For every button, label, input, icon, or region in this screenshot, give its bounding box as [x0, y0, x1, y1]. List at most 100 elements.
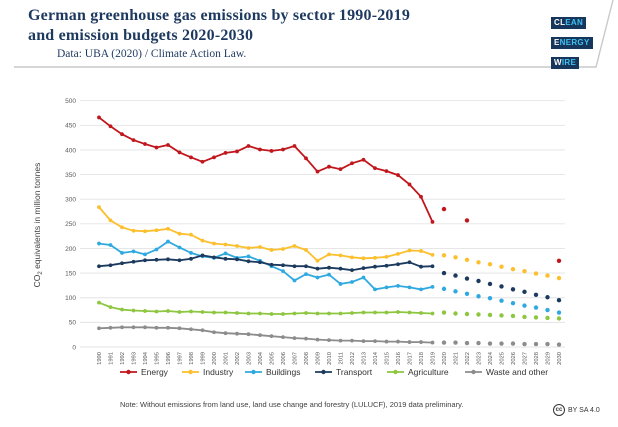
data-point: [269, 248, 274, 252]
data-point: [108, 263, 113, 268]
data-point: [177, 310, 182, 314]
series-transport: [97, 253, 562, 303]
budget-dot: [441, 340, 447, 345]
budget-dot: [556, 342, 562, 347]
data-point: [223, 151, 228, 155]
data-point: [97, 115, 101, 120]
data-point: [97, 205, 101, 210]
data-point: [407, 182, 412, 187]
budget-dot: [453, 311, 458, 316]
data-point: [120, 307, 124, 312]
data-point: [154, 309, 159, 314]
data-point: [258, 333, 262, 338]
data-point: [143, 309, 147, 313]
x-tick-label: 2016: [396, 352, 402, 365]
budget-dot: [510, 341, 516, 346]
data-point: [120, 325, 124, 330]
data-point: [281, 312, 285, 316]
budget-dot: [556, 310, 562, 315]
data-point: [108, 305, 113, 309]
y-tick-label: 300: [65, 197, 76, 204]
budget-dot: [556, 298, 562, 303]
data-point: [200, 253, 205, 258]
series-line: [98, 206, 433, 262]
x-tick-label: 2021: [454, 352, 460, 365]
data-point: [258, 147, 262, 152]
license-badge: cc BY SA 4.0: [553, 404, 600, 416]
x-tick-label: 2018: [419, 352, 425, 365]
data-point: [154, 325, 159, 330]
data-point: [235, 149, 239, 154]
budget-dot: [476, 312, 481, 317]
x-tick-label: 2005: [270, 352, 276, 365]
budget-dot: [464, 291, 470, 296]
x-tick-label: 1996: [166, 352, 172, 365]
budget-dot: [522, 341, 527, 347]
series-waste-and-other: [97, 325, 562, 347]
data-point: [419, 194, 423, 199]
series-line: [98, 254, 433, 272]
y-tick-label: 150: [65, 270, 76, 277]
x-tick-label: 2030: [557, 352, 563, 365]
data-point: [396, 251, 400, 256]
y-tick-label: 450: [65, 123, 76, 130]
data-point: [350, 311, 354, 315]
budget-dot: [441, 310, 447, 315]
series-line: [98, 301, 433, 315]
budget-dot: [487, 296, 493, 301]
data-point: [292, 311, 297, 316]
data-point: [131, 138, 136, 143]
data-point: [200, 238, 205, 243]
data-point: [200, 310, 205, 314]
x-tick-label: 2022: [465, 352, 471, 365]
budget-dot: [510, 287, 516, 292]
budget-dot: [464, 257, 470, 263]
budget-dot: [441, 286, 447, 292]
data-point: [315, 311, 320, 316]
data-point: [258, 311, 262, 316]
data-point: [384, 254, 389, 259]
license-text: BY SA 4.0: [568, 406, 600, 414]
budget-dot: [464, 311, 470, 317]
data-point: [407, 340, 412, 344]
budget-dot: [510, 300, 516, 306]
data-point: [189, 251, 193, 255]
budget-dot: [499, 341, 504, 346]
data-point: [361, 310, 366, 315]
data-point: [223, 251, 228, 256]
budget-dot: [441, 270, 447, 276]
budget-dot: [533, 341, 539, 347]
data-point: [223, 256, 228, 261]
budget-dot: [487, 341, 493, 346]
data-point: [396, 310, 400, 314]
x-tick-label: 2014: [373, 351, 379, 365]
data-point: [419, 340, 423, 344]
data-point: [97, 300, 101, 305]
data-point: [200, 328, 205, 333]
x-tick-label: 2001: [224, 352, 230, 365]
legend-label: Transport: [336, 367, 373, 377]
legend-marker-icon: [393, 369, 398, 375]
x-tick-label: 2002: [235, 352, 241, 365]
budget-dot: [545, 273, 550, 278]
data-point: [246, 246, 251, 250]
data-point: [189, 232, 193, 237]
data-point: [430, 311, 435, 316]
data-point: [120, 132, 124, 137]
emissions-line-chart: 0 50 100 150 200 250 300 350 400 450 500 CO2 equiva…: [32, 98, 565, 377]
data-point: [154, 257, 159, 262]
data-point: [350, 338, 354, 343]
data-point: [315, 266, 320, 271]
data-point: [131, 249, 136, 254]
data-point: [338, 266, 343, 271]
legend-label: Agriculture: [408, 367, 449, 377]
x-tick-label: 2019: [431, 352, 437, 365]
data-point: [212, 241, 216, 246]
data-point: [177, 150, 182, 155]
data-point: [120, 251, 124, 255]
data-point: [396, 339, 400, 344]
budget-dot: [464, 218, 470, 223]
data-point: [131, 259, 136, 264]
data-point: [120, 225, 124, 230]
